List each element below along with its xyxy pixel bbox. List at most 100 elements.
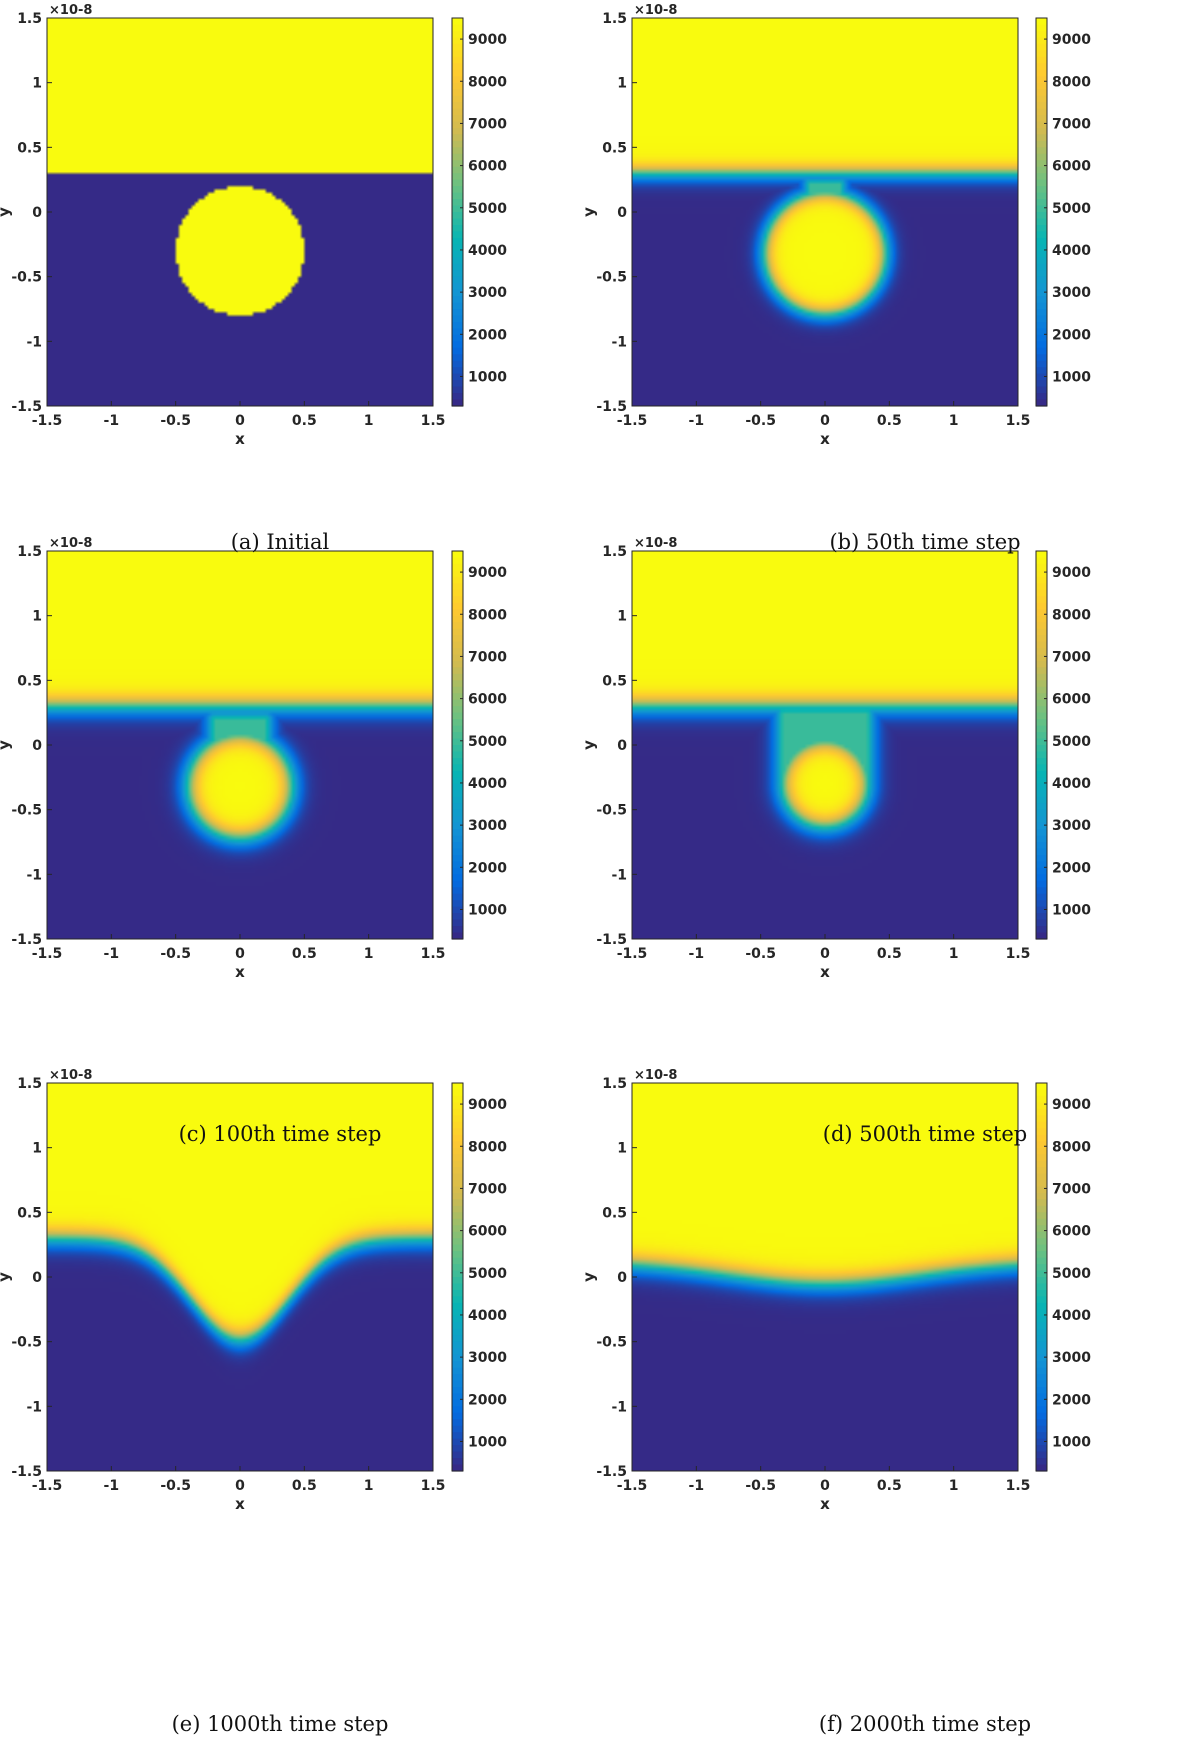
colorbar-segment	[1036, 315, 1047, 323]
colorbar-segment	[452, 1128, 463, 1136]
colorbar-tick-label: 2000	[1052, 327, 1091, 343]
colorbar-tick-label: 3000	[1052, 1350, 1091, 1366]
colorbar-segment	[1036, 89, 1047, 97]
colorbar-segment	[1036, 880, 1047, 888]
colorbar-frame-d	[1035, 550, 1048, 940]
colorbar-segment	[452, 835, 463, 843]
colorbar-segment	[1036, 932, 1047, 940]
colorbar-segment	[1036, 641, 1047, 649]
colorbar-frame-b	[1035, 17, 1048, 407]
colorbar-segment	[1036, 341, 1047, 349]
x-tick-label: -1	[104, 1478, 120, 1494]
colorbar-segment	[1036, 1374, 1047, 1382]
colorbar-segment	[1036, 30, 1047, 38]
colorbar-segment	[1036, 790, 1047, 798]
x-tick-label: 0.5	[292, 946, 317, 962]
y-axis-label: y	[0, 207, 13, 217]
colorbar-segment	[1036, 56, 1047, 64]
colorbar-segment	[1036, 160, 1047, 168]
colorbar-segment	[1036, 906, 1047, 914]
colorbar-segment	[452, 1309, 463, 1317]
caption-a: (a) Initial	[230, 530, 330, 554]
colorbar-segment	[452, 563, 463, 571]
x-tick-label: -1	[689, 946, 705, 962]
colorbar-tick-label: 3000	[1052, 818, 1091, 834]
colorbar-segment	[1036, 1134, 1047, 1142]
colorbar-segment	[1036, 237, 1047, 245]
x-tick-label: 0	[235, 413, 245, 429]
colorbar-segment	[1036, 893, 1047, 901]
colorbar-segment	[1036, 829, 1047, 837]
colorbar-segment	[452, 30, 463, 38]
colorbar-segment	[452, 745, 463, 753]
colorbar-segment	[452, 321, 463, 329]
colorbar-segment	[452, 380, 463, 388]
colorbar-segment	[452, 231, 463, 239]
colorbar-tick-label: 7000	[1052, 649, 1091, 665]
x-axis-label: x	[235, 963, 245, 981]
y-tick-label: 1	[617, 1141, 627, 1157]
y-tick-label: 0	[32, 738, 42, 754]
caption-f: (f) 2000th time step	[818, 1712, 1032, 1736]
colorbar-segment	[452, 680, 463, 688]
colorbar-segment	[1036, 347, 1047, 355]
colorbar-segment	[452, 334, 463, 342]
colorbar-segment	[1036, 302, 1047, 310]
colorbar-segment	[1036, 1419, 1047, 1427]
colorbar-segment	[452, 1438, 463, 1446]
y-tick-label: -1.5	[596, 1464, 627, 1480]
colorbar-tick-label: 2000	[468, 1392, 507, 1408]
colorbar-segment	[1036, 309, 1047, 317]
y-tick-label: -0.5	[596, 270, 627, 286]
colorbar-segment	[452, 347, 463, 355]
heatmap-e	[47, 1083, 433, 1471]
y-tick-label: -0.5	[596, 803, 627, 819]
colorbar-tick-label: 6000	[468, 1224, 507, 1240]
colorbar-segment	[452, 699, 463, 707]
colorbar-segment	[452, 848, 463, 856]
colorbar-segment	[1036, 231, 1047, 239]
colorbar-segment	[452, 1225, 463, 1233]
colorbar-segment	[452, 1244, 463, 1252]
colorbar-segment	[452, 1134, 463, 1142]
colorbar-segment	[452, 95, 463, 103]
colorbar-segment	[1036, 1173, 1047, 1181]
colorbar-segment	[452, 218, 463, 226]
colorbar-segment	[1036, 192, 1047, 200]
colorbar-tick-label: 5000	[468, 201, 507, 217]
x-axis-label: x	[820, 430, 830, 448]
colorbar-segment	[452, 1115, 463, 1123]
colorbar-segment	[1036, 334, 1047, 342]
colorbar-segment	[452, 328, 463, 336]
colorbar-tick-label: 2000	[468, 860, 507, 876]
x-tick-label: 0	[235, 1478, 245, 1494]
colorbar-segment	[452, 816, 463, 824]
colorbar-tick-label: 7000	[1052, 116, 1091, 132]
y-tick-label: -1.5	[11, 399, 42, 415]
y-tick-label: 1.5	[602, 1076, 627, 1092]
colorbar-segment	[1036, 725, 1047, 733]
colorbar-segment	[452, 1406, 463, 1414]
colorbar-segment	[1036, 153, 1047, 161]
colorbar-tick-label: 3000	[468, 1350, 507, 1366]
y-tick-label: -1	[26, 867, 42, 883]
colorbar-segment	[1036, 1322, 1047, 1330]
colorbar-segment	[452, 108, 463, 116]
colorbar-segment	[452, 622, 463, 630]
colorbar-segment	[452, 186, 463, 194]
colorbar-segment	[1036, 1412, 1047, 1420]
colorbar-frame-e	[451, 1082, 464, 1472]
colorbar-tick-label: 8000	[1052, 607, 1091, 623]
colorbar-segment	[452, 276, 463, 284]
colorbar-segment	[1036, 1180, 1047, 1188]
colorbar-segment	[452, 887, 463, 895]
panel-a: -1.5 -1 -0.5 0 0.5 1 1.5 -1.5 -1 -0.5 0 0.5 1 1.5 x y ×1…	[0, 3, 507, 448]
colorbar-segment	[452, 880, 463, 888]
colorbar-segment	[452, 296, 463, 304]
colorbar-segment	[1036, 835, 1047, 843]
colorbar-segment	[1036, 1425, 1047, 1433]
y-tick-label: 1	[32, 76, 42, 92]
colorbar-segment	[1036, 648, 1047, 656]
colorbar-segment	[1036, 745, 1047, 753]
colorbar-segment	[1036, 1108, 1047, 1116]
